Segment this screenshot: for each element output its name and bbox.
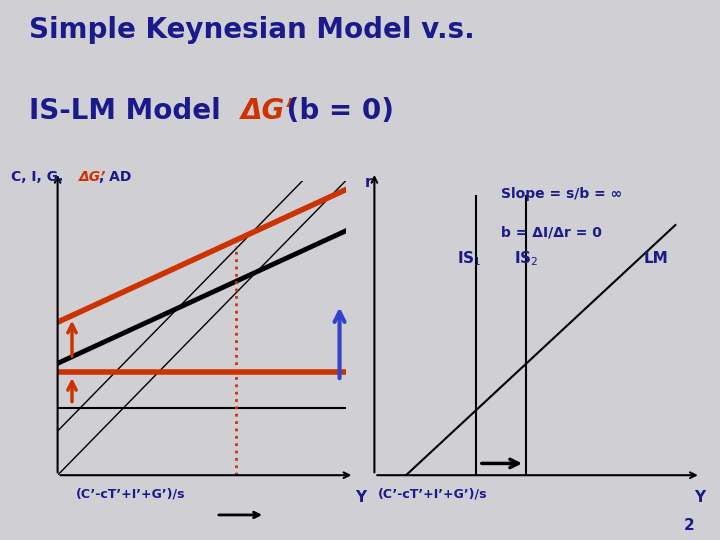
Text: (C’-cT’+I’+G’)/s: (C’-cT’+I’+G’)/s bbox=[76, 488, 185, 501]
Text: ΔG’: ΔG’ bbox=[241, 97, 296, 125]
Text: 2: 2 bbox=[684, 518, 695, 534]
Text: (b = 0): (b = 0) bbox=[277, 97, 395, 125]
Text: Simple Keynesian Model v.s.: Simple Keynesian Model v.s. bbox=[29, 16, 474, 44]
Text: IS$_1$: IS$_1$ bbox=[456, 249, 481, 268]
Text: Y: Y bbox=[694, 490, 706, 505]
Text: (C’-cT’+I’+G’)/s: (C’-cT’+I’+G’)/s bbox=[378, 488, 487, 501]
Text: IS-LM Model: IS-LM Model bbox=[29, 97, 230, 125]
Text: r: r bbox=[365, 175, 372, 190]
Text: Y: Y bbox=[356, 490, 366, 505]
Text: , AD: , AD bbox=[99, 170, 131, 184]
Text: C, I, G,: C, I, G, bbox=[11, 170, 68, 184]
Text: LM: LM bbox=[644, 251, 668, 266]
Text: IS$_2$: IS$_2$ bbox=[514, 249, 539, 268]
Text: Slope = s/b = ∞: Slope = s/b = ∞ bbox=[501, 187, 622, 201]
Text: ΔG’: ΔG’ bbox=[78, 170, 106, 184]
Text: b = ΔI/Δr = 0: b = ΔI/Δr = 0 bbox=[501, 225, 602, 239]
